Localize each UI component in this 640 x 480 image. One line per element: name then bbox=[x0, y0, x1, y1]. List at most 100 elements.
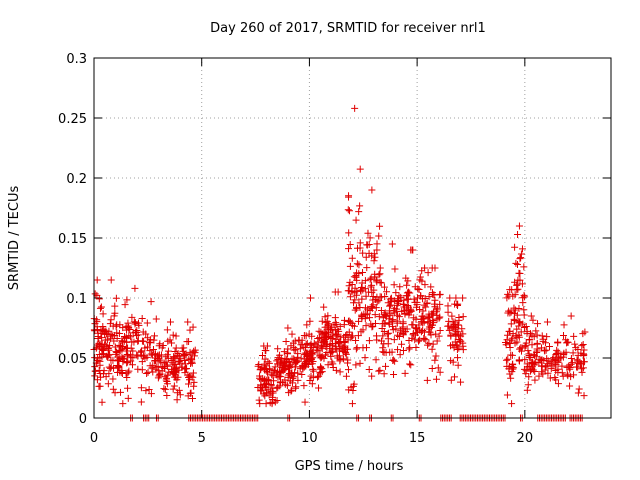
data-point bbox=[97, 303, 105, 311]
data-point bbox=[525, 352, 533, 360]
data-point bbox=[380, 370, 388, 378]
data-point bbox=[137, 384, 145, 392]
data-point bbox=[104, 351, 112, 359]
data-point bbox=[124, 369, 132, 377]
data-point bbox=[528, 341, 536, 349]
data-point bbox=[163, 392, 171, 400]
data-point bbox=[93, 276, 101, 284]
data-point bbox=[345, 207, 353, 215]
data-point bbox=[373, 240, 381, 248]
data-point bbox=[329, 363, 337, 371]
data-point bbox=[281, 376, 289, 384]
data-point bbox=[171, 368, 179, 376]
data-point bbox=[410, 314, 418, 322]
data-point bbox=[167, 357, 175, 365]
data-point bbox=[406, 344, 414, 352]
data-point bbox=[400, 328, 408, 336]
data-point bbox=[158, 367, 166, 375]
data-point bbox=[527, 312, 535, 320]
data-point bbox=[327, 352, 335, 360]
data-point bbox=[320, 303, 328, 311]
data-point bbox=[91, 363, 99, 371]
data-point bbox=[526, 330, 534, 338]
data-point bbox=[531, 376, 539, 384]
data-point bbox=[340, 321, 348, 329]
data-point bbox=[306, 294, 314, 302]
data-point bbox=[568, 359, 576, 367]
data-point bbox=[129, 361, 137, 369]
data-point bbox=[376, 222, 384, 230]
data-point bbox=[285, 358, 293, 366]
data-point bbox=[179, 347, 187, 355]
data-point bbox=[408, 334, 416, 342]
data-point bbox=[348, 254, 356, 262]
data-point bbox=[389, 316, 397, 324]
data-point bbox=[530, 333, 538, 341]
data-point bbox=[409, 246, 417, 254]
data-point bbox=[560, 349, 568, 357]
data-point bbox=[335, 338, 343, 346]
data-point bbox=[435, 332, 443, 340]
data-point bbox=[324, 361, 332, 369]
data-point bbox=[415, 337, 423, 345]
data-point bbox=[183, 365, 191, 373]
data-point bbox=[372, 356, 380, 364]
data-point bbox=[91, 290, 99, 298]
data-point bbox=[173, 352, 181, 360]
data-point bbox=[300, 382, 308, 390]
data-point bbox=[128, 313, 136, 321]
data-point bbox=[560, 321, 568, 329]
data-point bbox=[317, 343, 325, 351]
data-point bbox=[557, 353, 565, 361]
data-point bbox=[375, 297, 383, 305]
data-point bbox=[161, 373, 169, 381]
data-point bbox=[348, 332, 356, 340]
data-point bbox=[532, 353, 540, 361]
data-point bbox=[347, 334, 355, 342]
data-point bbox=[444, 308, 452, 316]
data-point bbox=[262, 384, 270, 392]
data-point bbox=[514, 285, 522, 293]
data-point bbox=[447, 323, 455, 331]
data-point bbox=[359, 326, 367, 334]
data-point bbox=[347, 383, 355, 391]
data-point bbox=[177, 355, 185, 363]
data-point bbox=[284, 345, 292, 353]
data-point bbox=[533, 331, 541, 339]
data-point bbox=[276, 351, 284, 359]
data-point bbox=[125, 323, 133, 331]
data-point bbox=[164, 347, 172, 355]
data-point bbox=[314, 347, 322, 355]
y-tick-label: 0 bbox=[79, 412, 87, 427]
data-point bbox=[114, 368, 122, 376]
data-point bbox=[451, 329, 459, 337]
data-point bbox=[114, 353, 122, 361]
data-point bbox=[188, 356, 196, 364]
data-point bbox=[265, 359, 273, 367]
data-point bbox=[507, 351, 515, 359]
data-point bbox=[391, 357, 399, 365]
data-point bbox=[554, 348, 562, 356]
data-point bbox=[172, 344, 180, 352]
data-point bbox=[522, 323, 530, 331]
data-point bbox=[373, 332, 381, 340]
data-point bbox=[157, 351, 165, 359]
data-point bbox=[112, 322, 120, 330]
data-point bbox=[386, 312, 394, 320]
data-point bbox=[579, 364, 587, 372]
data-point bbox=[334, 325, 342, 333]
data-point bbox=[345, 193, 353, 201]
data-point bbox=[580, 392, 588, 400]
data-point bbox=[425, 293, 433, 301]
data-point bbox=[310, 367, 318, 375]
data-point bbox=[365, 366, 373, 374]
data-point bbox=[511, 291, 519, 299]
data-point bbox=[339, 344, 347, 352]
data-point bbox=[393, 305, 401, 313]
data-point bbox=[180, 352, 188, 360]
data-point bbox=[517, 254, 525, 262]
data-point bbox=[172, 332, 180, 340]
data-point bbox=[288, 330, 296, 338]
data-point bbox=[255, 396, 263, 404]
